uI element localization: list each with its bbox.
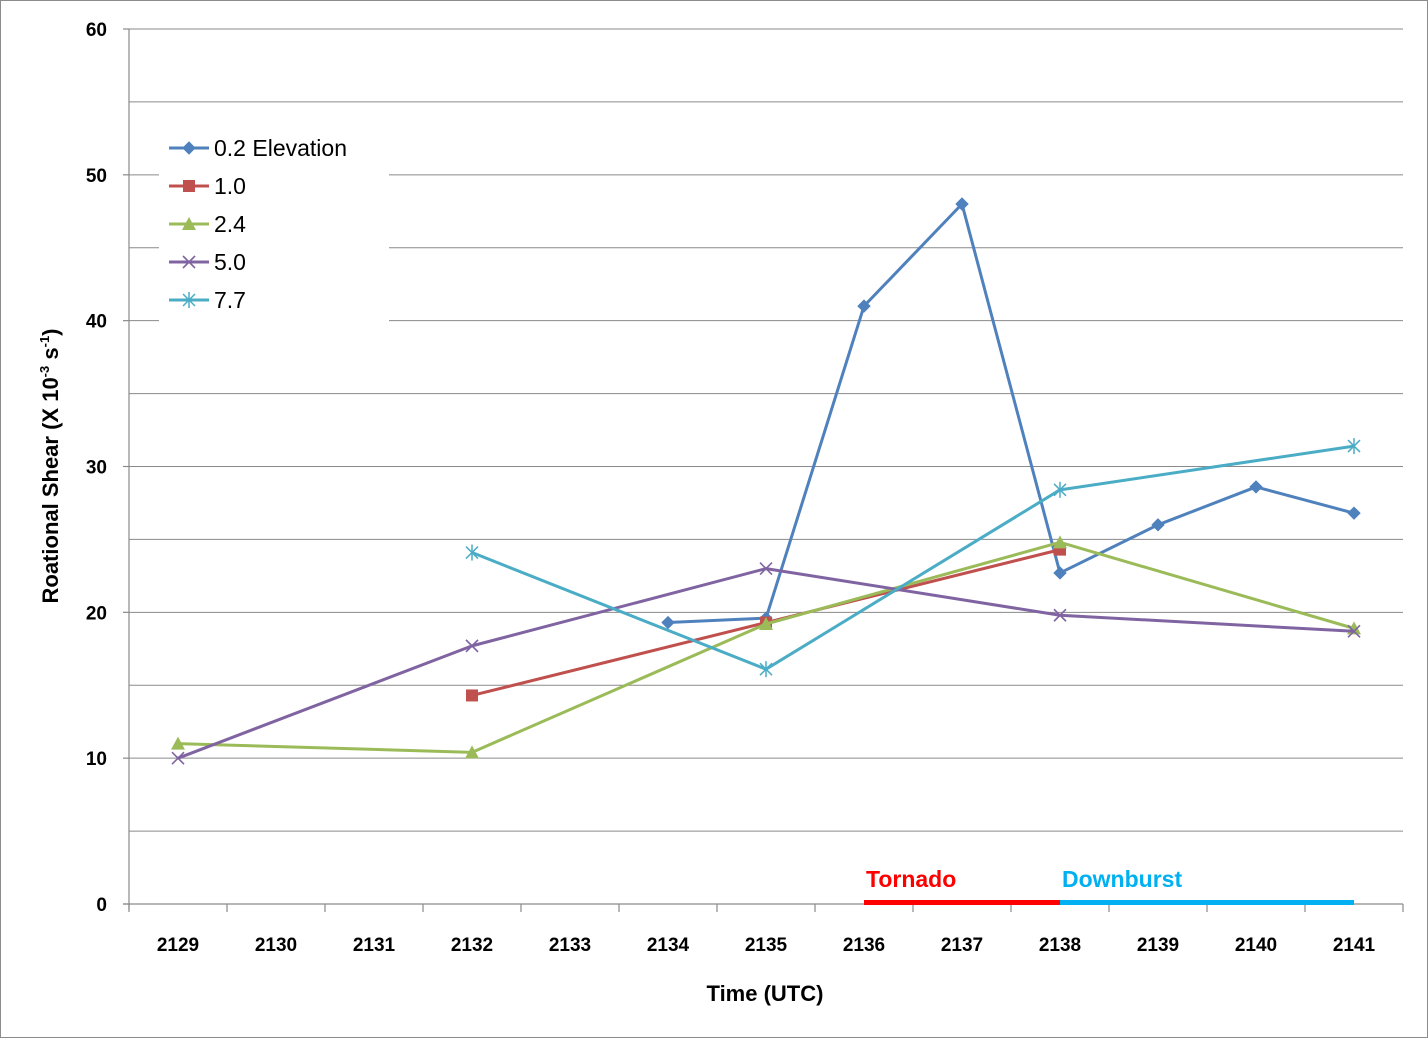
data-point — [1053, 566, 1067, 580]
legend-marker-stroke — [182, 255, 196, 269]
x-tick-label: 2130 — [255, 935, 297, 956]
data-point — [171, 751, 185, 765]
legend-marker — [182, 255, 196, 269]
series-line — [471, 444, 1355, 671]
data-point — [661, 615, 675, 630]
series-3 — [171, 562, 1361, 765]
legend: 0.2 Elevation 1.0 2.4 5.0 7.7 — [159, 127, 389, 325]
data-point — [1347, 506, 1361, 520]
y-tick-label: 20 — [86, 603, 107, 624]
data-point — [171, 736, 185, 750]
gridlines — [129, 28, 1403, 832]
data-point-stroke — [759, 562, 773, 576]
y-axis-title: Roational Shear (X 10-3 s-1) — [37, 329, 63, 604]
legend-marker — [182, 292, 196, 308]
data-point — [759, 661, 773, 678]
legend-label: 5.0 — [214, 249, 246, 275]
x-tick-label: 2129 — [157, 935, 199, 956]
y-axis-title-sup1: -3 — [37, 366, 52, 378]
event-band — [1060, 900, 1354, 905]
y-tick-label: 10 — [86, 749, 107, 770]
legend-label: 7.7 — [214, 287, 246, 313]
data-point — [1249, 480, 1263, 494]
y-axis-title-end: ) — [38, 329, 63, 336]
legend-item: 5.0 — [169, 249, 246, 275]
legend-marker — [183, 180, 195, 192]
series-2 — [171, 535, 1361, 759]
data-point-stroke — [171, 751, 185, 765]
data-point — [759, 617, 773, 630]
x-tick-label: 2141 — [1333, 935, 1376, 956]
data-point-stroke — [1347, 624, 1361, 638]
x-tick-label: 2137 — [941, 935, 983, 956]
event-band-label: Downburst — [1062, 866, 1182, 892]
x-tick-label: 2135 — [745, 935, 788, 956]
x-axis-title: Time (UTC) — [707, 981, 824, 1006]
data-point — [1151, 518, 1165, 532]
data-point — [759, 562, 773, 576]
y-tick-label: 60 — [86, 20, 107, 41]
x-tick-label: 2131 — [353, 935, 396, 956]
event-band-label: Tornado — [866, 866, 956, 892]
series-layer — [171, 197, 1361, 765]
x-tick-label: 2138 — [1039, 935, 1081, 956]
data-point — [1053, 481, 1067, 498]
x-tick-label: 2133 — [549, 935, 591, 956]
legend-label: 1.0 — [214, 173, 246, 199]
x-tick-label: 2134 — [647, 935, 690, 956]
legend-item: 2.4 — [169, 211, 246, 237]
data-point — [1053, 608, 1067, 622]
data-point — [466, 689, 478, 702]
legend-item: 1.0 — [169, 173, 246, 199]
x-tick-label: 2132 — [451, 935, 493, 956]
data-point-stroke — [465, 639, 479, 653]
y-axis-title-sup2: -1 — [37, 336, 52, 348]
legend-marker — [182, 217, 196, 230]
data-point — [955, 197, 969, 211]
x-tick-label: 2140 — [1235, 935, 1277, 956]
legend-label: 0.2 Elevation — [214, 135, 347, 161]
legend-marker — [182, 141, 196, 155]
data-point-stroke — [1053, 608, 1067, 622]
x-tick-label: 2139 — [1137, 935, 1179, 956]
data-point — [465, 639, 479, 653]
data-point — [1347, 438, 1361, 455]
y-axis-title-main: Roational Shear (X 10 — [38, 377, 63, 603]
legend-label: 2.4 — [214, 211, 246, 237]
x-tick-label: 2136 — [843, 935, 885, 956]
legend-box — [159, 127, 389, 325]
y-tick-label: 0 — [96, 895, 107, 916]
data-point — [465, 745, 479, 759]
data-point — [465, 544, 479, 561]
series-line — [667, 202, 1355, 625]
event-band — [864, 900, 1060, 905]
series-4 — [465, 438, 1361, 678]
legend-item: 7.7 — [169, 287, 246, 313]
event-bands: Tornado Downburst — [864, 866, 1354, 905]
y-tick-label: 30 — [86, 458, 107, 479]
data-point — [1053, 535, 1067, 549]
series-0 — [661, 197, 1361, 630]
y-tick-label: 50 — [86, 166, 107, 187]
y-axis-title-mid: s — [38, 347, 63, 365]
y-tick-label: 40 — [86, 312, 107, 333]
data-point — [1347, 624, 1361, 638]
legend-item: 0.2 Elevation — [169, 135, 347, 161]
series-line — [177, 540, 1355, 754]
data-point — [857, 299, 871, 313]
